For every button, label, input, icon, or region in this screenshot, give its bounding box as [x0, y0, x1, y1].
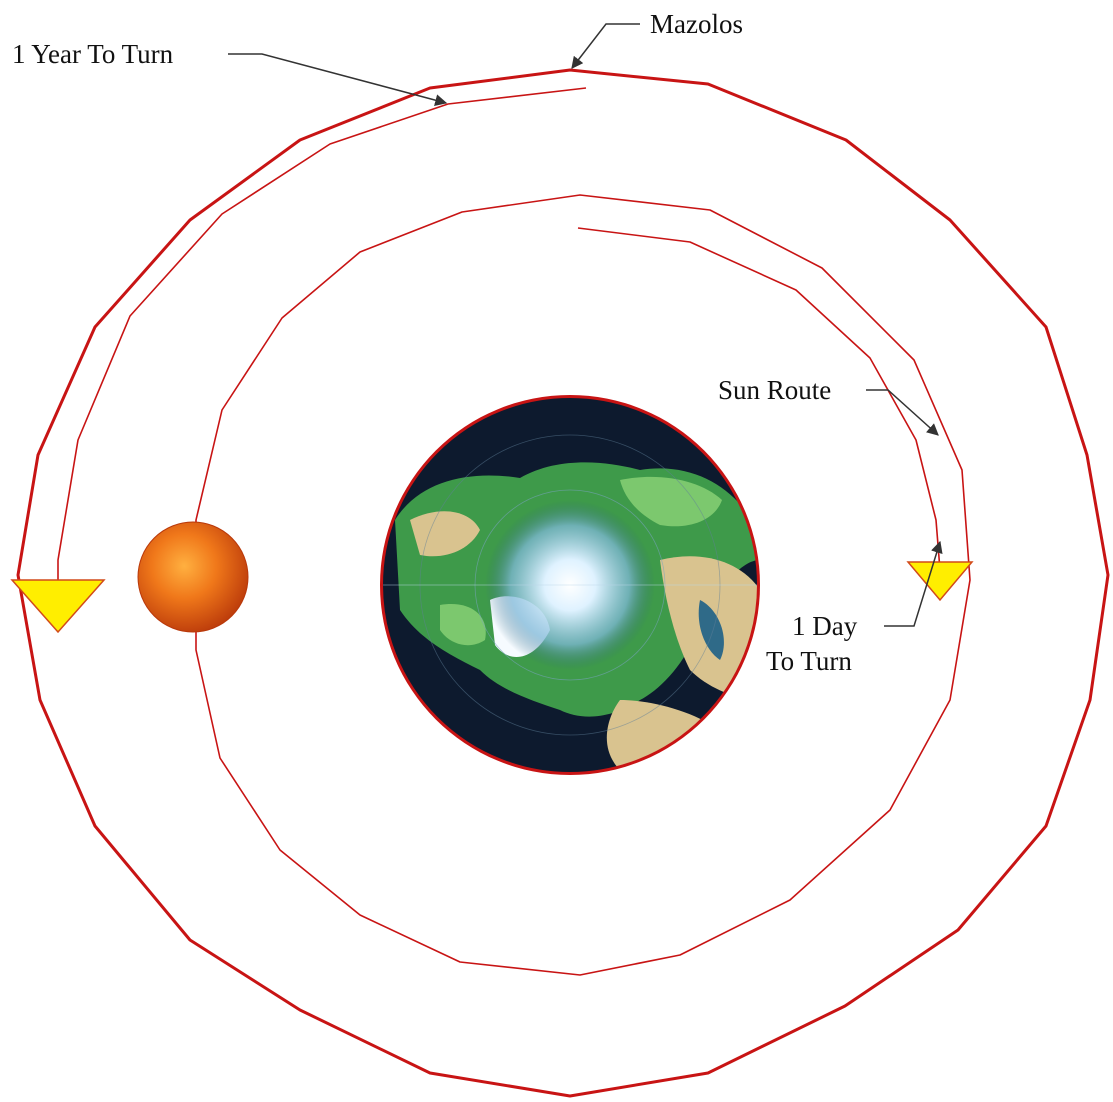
year-turn-leader — [228, 53, 448, 107]
triangle-marker-icon — [10, 579, 106, 634]
label-year-turn: 1 Year To Turn — [12, 39, 174, 69]
mazolos-outer-ring — [16, 68, 1110, 1098]
mazolos-leader — [571, 23, 640, 69]
label-day-turn-line1: 1 Day — [792, 611, 858, 641]
label-mazolos: Mazolos — [650, 9, 743, 39]
year-spiral-path — [57, 87, 587, 600]
label-sun-route: Sun Route — [718, 375, 831, 405]
sun-route-leader — [866, 389, 939, 436]
globe-icon — [380, 395, 760, 775]
sun-icon — [137, 521, 249, 633]
day-spiral-path — [577, 227, 941, 571]
sun-route-ring — [195, 194, 971, 976]
triangle-marker-icon — [906, 561, 974, 602]
label-day-turn-line2: To Turn — [766, 646, 852, 676]
day-turn-leader — [884, 540, 943, 627]
